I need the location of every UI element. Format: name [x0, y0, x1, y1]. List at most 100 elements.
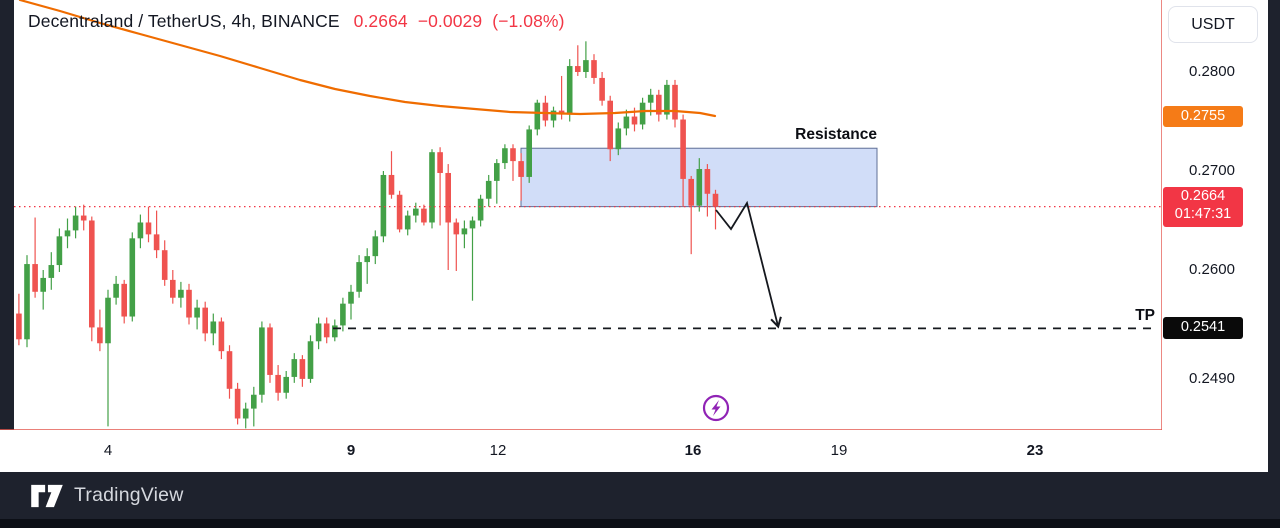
take-profit-price-badge: 0.2541	[1163, 317, 1243, 340]
footer-bottom-strip	[0, 519, 1280, 528]
candle	[161, 250, 168, 280]
candle	[704, 169, 711, 194]
candle	[234, 388, 241, 419]
candle	[170, 279, 176, 298]
candle	[429, 152, 435, 223]
candle	[542, 102, 549, 121]
candle	[656, 94, 662, 115]
candle	[615, 128, 622, 150]
price-scale-label: 0.2490	[1189, 369, 1235, 387]
candle	[453, 222, 460, 235]
price-scale-label: 0.2700	[1189, 162, 1235, 179]
symbol-title[interactable]: Decentraland / TetherUS, 4h, BINANCE	[28, 11, 340, 31]
ma-price-badge: 0.2755	[1163, 106, 1243, 128]
candle	[332, 325, 338, 338]
candle	[145, 222, 152, 235]
candle	[80, 215, 87, 221]
price-change-percent: (−1.08%)	[492, 11, 565, 31]
time-axis-label: 16	[684, 442, 702, 459]
candle	[575, 66, 581, 72]
candle	[194, 307, 200, 318]
chart-legend[interactable]: Decentraland / TetherUS, 4h, BINANCE 0.26…	[28, 11, 565, 32]
candle	[56, 236, 63, 266]
candle	[153, 234, 160, 251]
candle	[275, 374, 281, 393]
candle	[226, 351, 233, 389]
time-axis-label: 19	[830, 442, 848, 459]
moving-average-line	[18, 0, 717, 118]
candle	[647, 94, 654, 103]
last-price: 0.2664	[353, 11, 408, 31]
time-axis-label: 23	[1026, 442, 1044, 459]
candle	[89, 220, 95, 328]
currency-toggle-button[interactable]: USDT	[1168, 6, 1258, 43]
candle	[631, 116, 638, 125]
candle	[372, 236, 379, 257]
candle	[178, 289, 184, 298]
candle	[315, 323, 322, 342]
candle	[688, 178, 694, 206]
candle	[24, 264, 30, 340]
candle	[340, 303, 346, 326]
candle	[550, 110, 557, 121]
candle	[494, 163, 500, 181]
candle	[396, 194, 403, 230]
price-change: −0.0029	[417, 11, 483, 31]
candle	[485, 180, 492, 199]
candle	[712, 193, 719, 207]
price-axis[interactable]: USDT 0.2800 0.2700 0.2600 0.2490 0.2755 0.2…	[1162, 0, 1268, 472]
chart-canvas[interactable]: Decentraland / TetherUS, 4h, BINANCE 0.26…	[0, 0, 1268, 472]
candle	[639, 102, 646, 125]
candle	[242, 408, 249, 419]
candle	[251, 394, 257, 409]
candle	[48, 265, 55, 278]
candle	[40, 277, 46, 292]
tradingview-brand-text[interactable]: TradingView	[74, 484, 184, 506]
tradingview-logo-icon[interactable]	[30, 483, 64, 509]
price-chart	[0, 0, 1268, 472]
candle	[380, 174, 387, 237]
candle	[445, 172, 451, 223]
candle	[307, 341, 314, 379]
candle	[583, 60, 589, 72]
candle	[113, 283, 119, 298]
candle	[364, 256, 370, 263]
time-axis-label: 4	[103, 442, 113, 459]
left-edge-panel	[0, 0, 14, 472]
candle	[664, 84, 670, 115]
right-edge-panel	[1268, 0, 1280, 472]
candle	[202, 307, 208, 334]
projection-arrow	[715, 200, 782, 329]
time-axis[interactable]: 4 9 12 16 19 23	[0, 430, 1268, 472]
time-axis-label: 9	[346, 442, 356, 459]
candle	[72, 215, 79, 231]
lightning-bolt-glyph	[711, 400, 721, 416]
candle	[97, 327, 103, 344]
candle	[210, 321, 217, 334]
candle	[348, 291, 354, 304]
candle	[32, 264, 38, 292]
candle	[137, 222, 144, 239]
candle	[526, 129, 532, 177]
candle	[186, 289, 192, 318]
candle	[129, 238, 136, 317]
time-axis-label: 12	[489, 442, 507, 459]
candle	[259, 327, 265, 395]
candle	[267, 327, 273, 375]
candle	[283, 376, 289, 393]
take-profit-label: TP	[1135, 307, 1155, 324]
candle	[16, 313, 22, 340]
candle	[388, 174, 395, 195]
footer-bar: TradingView	[0, 472, 1280, 519]
candle	[461, 228, 468, 235]
last-price-badge: 0.2664 01:47:31	[1163, 186, 1243, 227]
candle	[599, 77, 605, 101]
candle	[591, 60, 597, 78]
candle	[510, 148, 516, 162]
candle	[696, 169, 703, 206]
price-scale-label: 0.2600	[1189, 261, 1235, 278]
candle	[566, 66, 573, 115]
candle	[437, 152, 443, 173]
resistance-label: Resistance	[795, 126, 877, 143]
